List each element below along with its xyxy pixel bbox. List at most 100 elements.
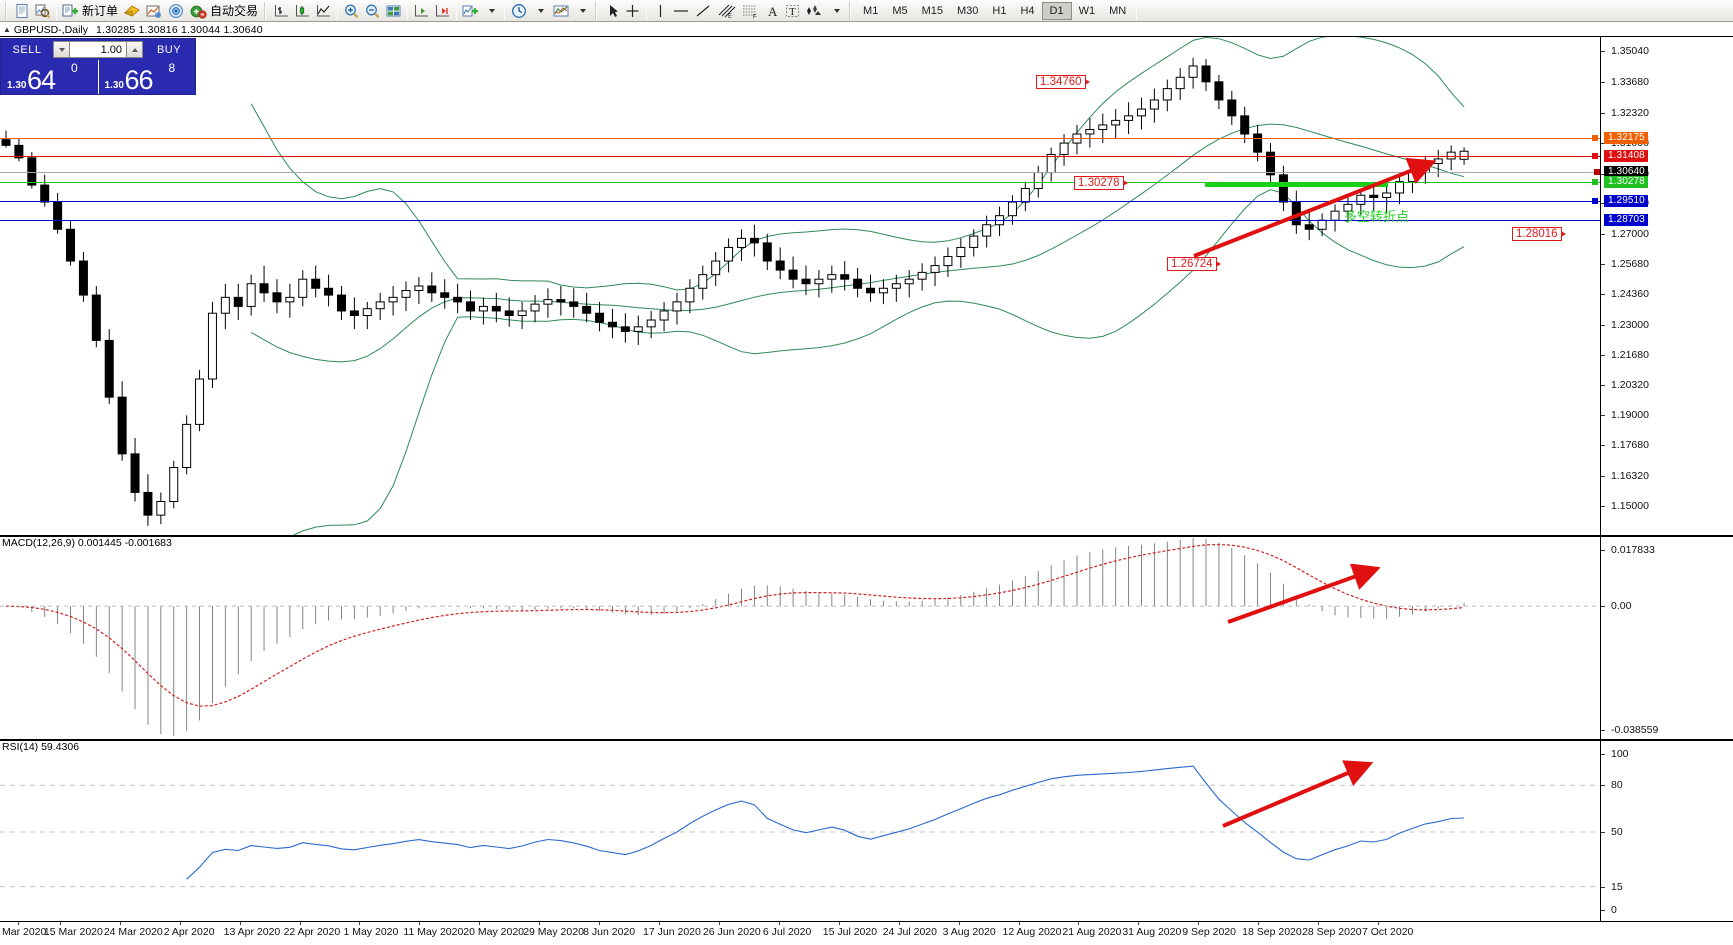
templates-icon[interactable]: [550, 1, 572, 21]
new-chart-icon[interactable]: [12, 1, 32, 21]
rsi-plot[interactable]: [0, 740, 1600, 922]
auto-scroll-icon[interactable]: [432, 1, 453, 21]
resistance-level-badge[interactable]: 1.32175: [1604, 131, 1648, 144]
macd-pane-bottom-border: [0, 739, 1733, 740]
pivot-level-label[interactable]: 1.30278: [1074, 176, 1128, 190]
macd-uptrend-arrow[interactable]: [1220, 564, 1380, 630]
lower-level-2-badge[interactable]: 1.28703: [1604, 213, 1648, 226]
new-order-icon[interactable]: [60, 1, 81, 21]
bottom-low-label[interactable]: 1.26724: [1167, 257, 1221, 271]
sell-button[interactable]: SELL: [12, 43, 42, 56]
templates-dropdown-icon[interactable]: [572, 1, 592, 21]
time-axis[interactable]: Mar 2020 15 Mar 2020 24 Mar 2020 2 Apr 2020…: [0, 922, 1733, 945]
level-handle[interactable]: [1592, 178, 1598, 185]
lower-level-1-line[interactable]: [0, 200, 1600, 202]
periods-icon[interactable]: [508, 1, 530, 21]
price-tick-label: 1.17680: [1611, 439, 1649, 452]
timeframe-h4[interactable]: H4: [1020, 4, 1035, 17]
current-bid-badge[interactable]: 1.30640: [1604, 165, 1648, 178]
price-scale[interactable]: 1.350401.336801.323201.310001.296401.283…: [1600, 36, 1733, 536]
chart-shift-icon[interactable]: [411, 1, 432, 21]
toolbar-grip-3[interactable]: [595, 1, 600, 20]
text-label-icon[interactable]: T: [782, 1, 803, 21]
ask-quote[interactable]: 1.30 66 8: [97, 60, 196, 95]
price-tick-label: 1.25680: [1611, 257, 1649, 270]
fibonacci-retracement-icon[interactable]: F: [738, 1, 762, 21]
current-bid-handle[interactable]: [1594, 168, 1600, 175]
volume-increment-button[interactable]: [126, 41, 143, 58]
level-handle[interactable]: [1592, 152, 1598, 159]
one-click-trading-panel[interactable]: SELL 1.00 BUY 1.30 64 0 1.30 66 8: [0, 38, 196, 95]
macd-title: MACD(12,26,9) 0.001445 -0.001683: [2, 537, 172, 549]
price-plot[interactable]: 1.34760 1.30278 1.28016 1.26724 多空转折点: [0, 36, 1600, 536]
trendline-icon[interactable]: [692, 1, 714, 21]
buy-button[interactable]: BUY: [156, 43, 182, 56]
toolbar-grip-2[interactable]: [264, 1, 269, 20]
price-tick: [1601, 263, 1605, 265]
pivot-chinese-note[interactable]: 多空转折点: [1344, 210, 1410, 225]
profiles-icon[interactable]: [32, 1, 53, 21]
timeframe-w1[interactable]: W1: [1078, 4, 1096, 17]
auto-trading-icon[interactable]: [187, 1, 209, 21]
indicators-dropdown-icon[interactable]: [481, 1, 501, 21]
timeframe-m5[interactable]: M5: [892, 4, 908, 17]
swing-low-label[interactable]: 1.28016: [1512, 227, 1566, 241]
volume-decrement-button[interactable]: [53, 41, 70, 58]
text-icon[interactable]: A: [762, 1, 782, 21]
lower-level-2-line[interactable]: [0, 219, 1600, 221]
volume-input[interactable]: 1.00: [70, 41, 126, 58]
strategy-tester-icon[interactable]: [143, 1, 165, 21]
swing-high-label[interactable]: 1.34760: [1036, 75, 1090, 89]
shapes-icon[interactable]: [803, 1, 826, 21]
macd-pane[interactable]: MACD(12,26,9) 0.001445 -0.001683 0.01783…: [0, 536, 1733, 740]
cursor-icon[interactable]: [602, 1, 622, 21]
stop-level-line[interactable]: [0, 155, 1600, 157]
equidistant-channel-icon[interactable]: E: [714, 1, 738, 21]
data-window-icon[interactable]: [383, 1, 404, 21]
indicators-icon[interactable]: [460, 1, 481, 21]
lower-level-1-badge[interactable]: 1.29510: [1604, 194, 1648, 207]
crosshair-icon[interactable]: [622, 1, 643, 21]
rsi-scale[interactable]: 100 80 50 15 0: [1600, 740, 1733, 922]
candlestick-chart-icon[interactable]: [292, 1, 313, 21]
macd-plot[interactable]: [0, 536, 1600, 740]
support-level-badge[interactable]: 1.30278: [1604, 175, 1648, 188]
bid-quote[interactable]: 1.30 64 0: [1, 60, 98, 95]
support-zone-marker[interactable]: [1205, 182, 1388, 187]
uptrend-arrow[interactable]: [1180, 156, 1440, 266]
timeframe-m1[interactable]: M1: [863, 4, 879, 17]
level-handle[interactable]: [1592, 197, 1598, 204]
rsi-pane[interactable]: RSI(14) 59.4306 100 80 50 15 0: [0, 740, 1733, 922]
timeframe-d1[interactable]: D1: [1041, 1, 1072, 20]
line-chart-icon[interactable]: [313, 1, 334, 21]
shapes-dropdown-icon[interactable]: [826, 1, 846, 21]
timeframe-h1[interactable]: H1: [992, 4, 1007, 17]
zoom-in-icon[interactable]: [341, 1, 362, 21]
time-axis-tick: [239, 922, 241, 925]
level-handle[interactable]: [1592, 134, 1598, 141]
metaeditor-icon[interactable]: [165, 1, 187, 21]
stop-level-badge[interactable]: 1.31408: [1604, 149, 1648, 162]
toolbar-grip-4[interactable]: [849, 1, 854, 20]
price-pane[interactable]: 1.34760 1.30278 1.28016 1.26724 多空转折点 1.…: [0, 36, 1733, 536]
zoom-out-icon[interactable]: [362, 1, 383, 21]
resistance-level-line[interactable]: [0, 137, 1600, 139]
vertical-line-icon[interactable]: [650, 1, 670, 21]
volume-stepper[interactable]: 1.00: [53, 40, 143, 59]
auto-trading-label[interactable]: 自动交易: [210, 4, 259, 18]
rsi-tick: [1601, 754, 1605, 755]
expert-advisors-icon[interactable]: [121, 1, 143, 21]
timeframe-m15[interactable]: M15: [921, 4, 943, 17]
timeframe-m30[interactable]: M30: [957, 4, 979, 17]
time-axis-tick: [778, 922, 780, 925]
bar-chart-icon[interactable]: [271, 1, 292, 21]
macd-scale[interactable]: 0.017833 0.00 -0.038559: [1600, 536, 1733, 740]
toolbar-grip[interactable]: [5, 1, 9, 20]
timeframe-mn[interactable]: MN: [1109, 4, 1127, 17]
periods-dropdown-icon[interactable]: [530, 1, 550, 21]
support-level-line[interactable]: [0, 181, 1600, 183]
horizontal-line-icon[interactable]: [670, 1, 692, 21]
time-axis-label: 26 Jun 2020: [702, 926, 761, 938]
new-order-label[interactable]: 新订单: [82, 4, 119, 18]
rsi-uptrend-arrow[interactable]: [1215, 760, 1375, 836]
